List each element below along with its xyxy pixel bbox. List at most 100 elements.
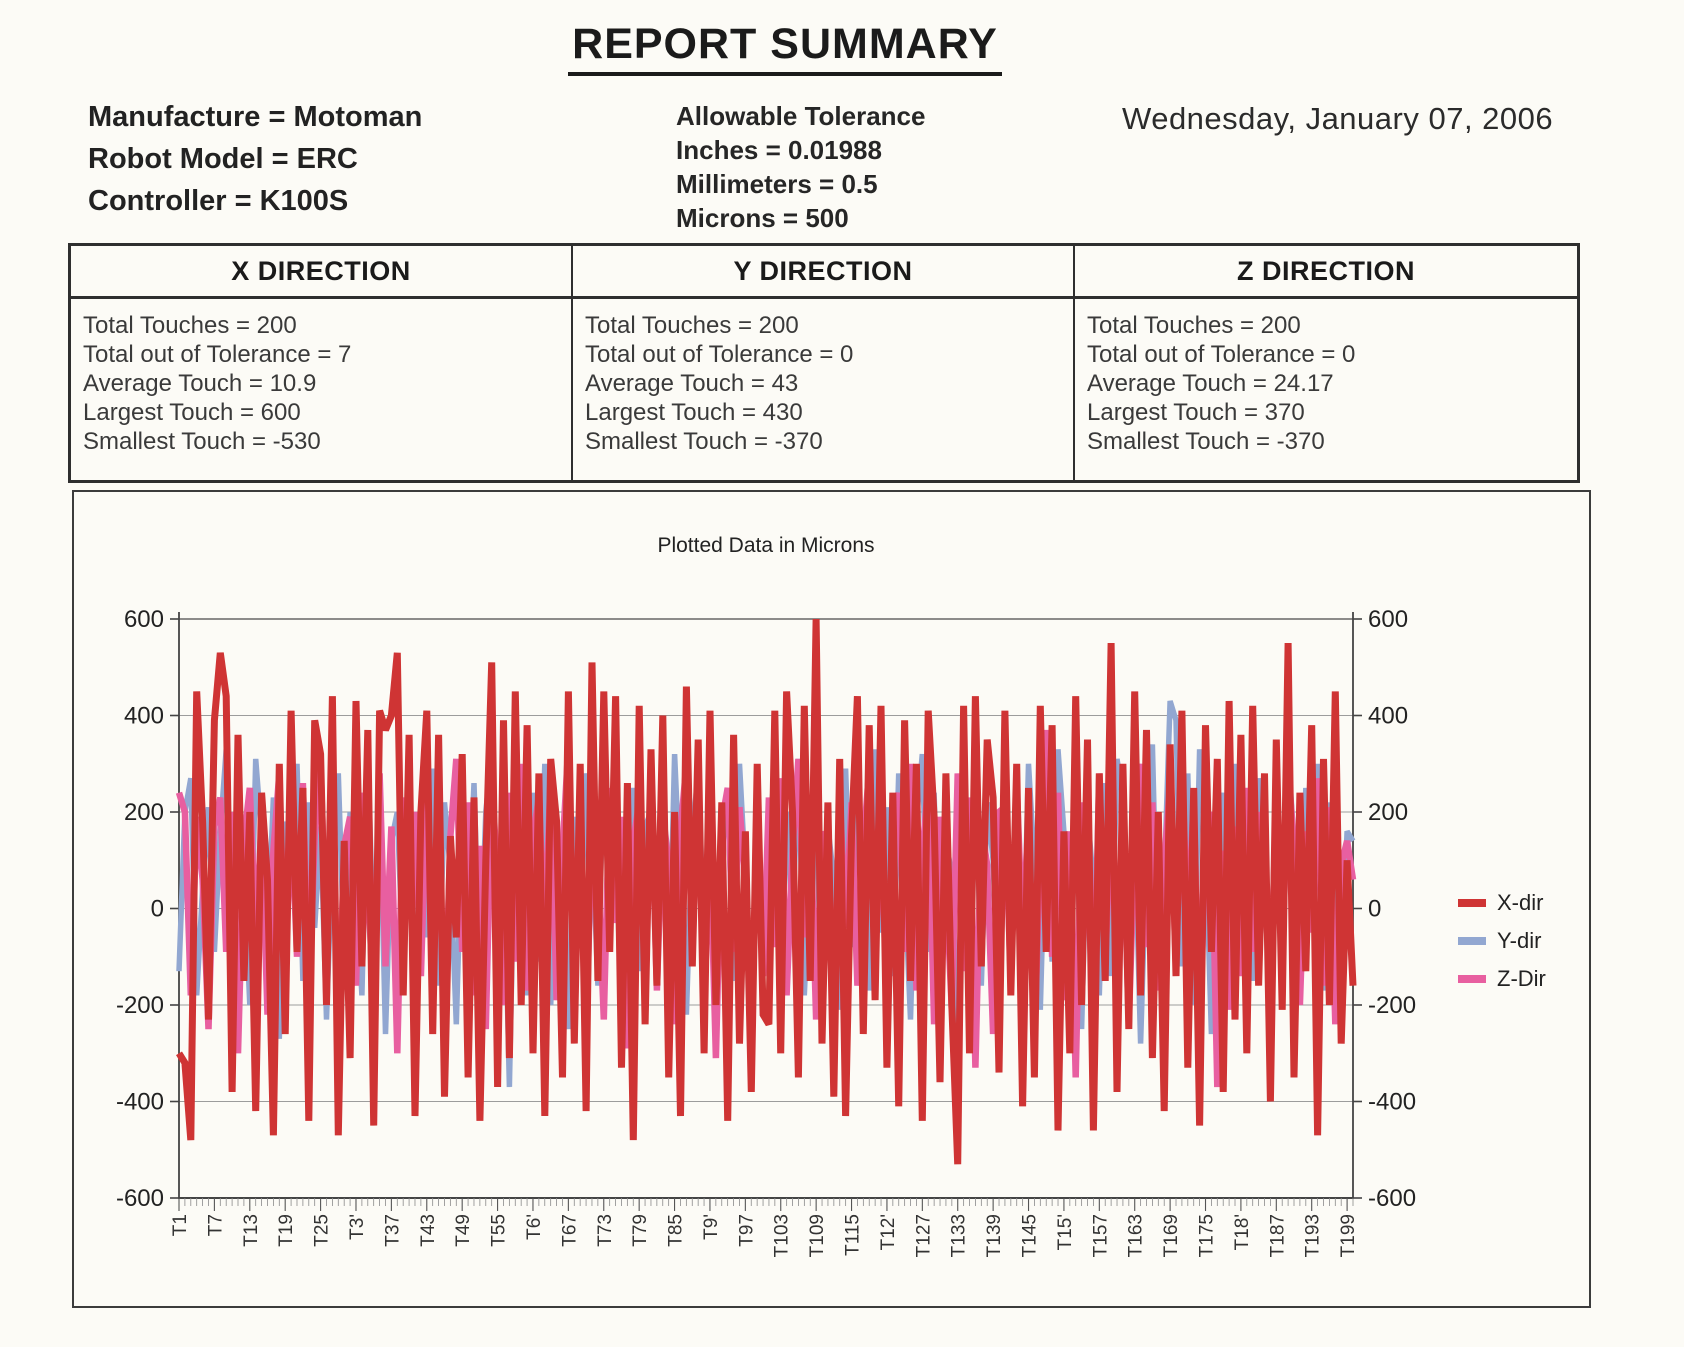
stat-line: Smallest Touch = -370 bbox=[1087, 428, 1325, 455]
report-title-wrap: REPORT SUMMARY bbox=[0, 20, 1570, 76]
x-tick-label: T127 bbox=[913, 1214, 934, 1257]
x-tick-label: T9' bbox=[701, 1214, 722, 1240]
y-tick-label: -200 bbox=[1368, 992, 1416, 1019]
x-tick-label: T49 bbox=[453, 1214, 474, 1247]
z-direction-header: Z DIRECTION bbox=[1075, 246, 1577, 299]
x-tick-label: T25 bbox=[312, 1214, 333, 1247]
stat-line: Largest Touch = 430 bbox=[585, 399, 803, 426]
stat-line: Total Touches = 200 bbox=[585, 312, 799, 339]
legend-label: X-dir bbox=[1497, 890, 1544, 915]
y-tick-label: -200 bbox=[116, 992, 164, 1019]
stat-line: Smallest Touch = -530 bbox=[83, 428, 321, 455]
y-direction-stats: Total Touches = 200 Total out of Toleran… bbox=[573, 299, 1073, 456]
chart-title: Plotted Data in Microns bbox=[657, 534, 875, 557]
y-tick-label: 200 bbox=[1368, 799, 1408, 826]
y-tick-label: 400 bbox=[124, 703, 164, 730]
chart-legend: X-dir Y-dir Z-Dir bbox=[1458, 890, 1546, 1004]
x-tick-label: T12' bbox=[878, 1214, 899, 1250]
stat-line: Total out of Tolerance = 0 bbox=[585, 341, 854, 368]
x-tick-label: T15' bbox=[1055, 1214, 1076, 1250]
x-tick-label: T43 bbox=[418, 1214, 439, 1247]
report-date: Wednesday, January 07, 2006 bbox=[1122, 101, 1554, 136]
stat-line: Average Touch = 43 bbox=[585, 370, 799, 397]
tolerance-block: Allowable Tolerance Inches = 0.01988 Mil… bbox=[676, 99, 925, 235]
stat-line: Total out of Tolerance = 7 bbox=[83, 341, 352, 368]
series-line-X-dir bbox=[176, 618, 1357, 1165]
y-tick-label: 600 bbox=[124, 606, 164, 633]
x-tick-label: T85 bbox=[666, 1214, 687, 1247]
stat-line: Smallest Touch = -370 bbox=[585, 428, 823, 455]
y-tick-label: -400 bbox=[116, 1089, 164, 1116]
x-tick-label: T193 bbox=[1303, 1214, 1324, 1257]
plot-area: 600 600 400 400 200 200 0 0 -200 -200 -400 -400 -600… bbox=[116, 606, 1416, 1257]
meta-manufacture: Manufacture = Motoman bbox=[88, 101, 423, 133]
stat-line: Average Touch = 24.17 bbox=[1087, 370, 1334, 397]
x-tick-label: T13 bbox=[241, 1214, 262, 1247]
x-tick-label: T55 bbox=[489, 1214, 510, 1247]
direction-stats-table: X DIRECTION Total Touches = 200 Total ou… bbox=[68, 243, 1580, 483]
x-direction-header: X DIRECTION bbox=[71, 246, 571, 299]
robot-meta-block: Manufacture = Motoman Robot Model = ERC … bbox=[88, 96, 422, 222]
x-tick-label: T139 bbox=[984, 1214, 1005, 1257]
legend-label: Z-Dir bbox=[1497, 966, 1546, 991]
y-tick-label: -400 bbox=[1368, 1089, 1416, 1116]
y-dir-series-swatch bbox=[1458, 937, 1486, 945]
z-dir-series-swatch bbox=[1458, 975, 1486, 983]
y-tick-label: 0 bbox=[151, 896, 164, 923]
x-tick-label: T37 bbox=[382, 1214, 403, 1247]
x-tick-label: T157 bbox=[1090, 1214, 1111, 1257]
x-tick-label: T67 bbox=[559, 1214, 580, 1247]
legend-item-x-dir: X-dir bbox=[1458, 890, 1546, 916]
z-direction-stats: Total Touches = 200 Total out of Toleran… bbox=[1075, 299, 1577, 456]
stat-line: Average Touch = 10.9 bbox=[83, 370, 317, 397]
y-tick-label: -600 bbox=[1368, 1185, 1416, 1212]
stat-line: Largest Touch = 370 bbox=[1087, 399, 1305, 426]
x-tick-label: T109 bbox=[807, 1214, 828, 1257]
y-tick-label: 400 bbox=[1368, 703, 1408, 730]
x-tick-label: T3' bbox=[347, 1214, 368, 1240]
x-tick-label: T1 bbox=[170, 1214, 191, 1236]
x-tick-label: T115 bbox=[843, 1214, 864, 1256]
y-tick-label: 200 bbox=[124, 799, 164, 826]
x-tick-label: T199 bbox=[1338, 1214, 1359, 1257]
chart-panel: 600 600 400 400 200 200 0 0 -200 -200 -400 -400 -600… bbox=[72, 490, 1591, 1308]
x-tick-label: T187 bbox=[1267, 1214, 1288, 1257]
tolerance-heading: Allowable Tolerance bbox=[676, 101, 926, 131]
x-dir-series-swatch bbox=[1458, 899, 1486, 907]
stat-line: Total out of Tolerance = 0 bbox=[1087, 341, 1356, 368]
z-direction-column: Z DIRECTION Total Touches = 200 Total ou… bbox=[1075, 246, 1577, 480]
x-tick-label: T7 bbox=[205, 1214, 226, 1236]
tolerance-inches: Inches = 0.01988 bbox=[676, 135, 882, 165]
x-direction-stats: Total Touches = 200 Total out of Toleran… bbox=[71, 299, 571, 456]
tolerance-millimeters: Millimeters = 0.5 bbox=[676, 169, 878, 199]
stat-line: Largest Touch = 600 bbox=[83, 399, 301, 426]
x-tick-label: T19 bbox=[276, 1214, 297, 1247]
y-tick-label: -600 bbox=[116, 1185, 164, 1212]
x-direction-column: X DIRECTION Total Touches = 200 Total ou… bbox=[71, 246, 573, 480]
x-tick-label: T103 bbox=[772, 1214, 793, 1257]
x-tick-label: T163 bbox=[1126, 1214, 1147, 1257]
x-tick-label: T145 bbox=[1020, 1214, 1041, 1257]
y-direction-column: Y DIRECTION Total Touches = 200 Total ou… bbox=[573, 246, 1075, 480]
x-tick-label: T175 bbox=[1197, 1214, 1218, 1257]
stat-line: Total Touches = 200 bbox=[1087, 312, 1301, 339]
y-tick-label: 600 bbox=[1368, 606, 1408, 633]
x-tick-label: T73 bbox=[595, 1214, 616, 1247]
meta-controller: Controller = K100S bbox=[88, 185, 349, 217]
x-tick-label: T18' bbox=[1232, 1214, 1253, 1250]
legend-item-z-dir: Z-Dir bbox=[1458, 966, 1546, 992]
meta-robot-model: Robot Model = ERC bbox=[88, 143, 358, 175]
y-tick-label: 0 bbox=[1368, 896, 1381, 923]
stat-line: Total Touches = 200 bbox=[83, 312, 297, 339]
page-title: REPORT SUMMARY bbox=[568, 20, 1002, 76]
x-tick-label: T169 bbox=[1161, 1214, 1182, 1257]
legend-label: Y-dir bbox=[1497, 928, 1542, 953]
x-tick-label: T97 bbox=[736, 1214, 757, 1247]
x-tick-label: T133 bbox=[949, 1214, 970, 1257]
tolerance-microns: Microns = 500 bbox=[676, 203, 849, 233]
x-tick-label: T6' bbox=[524, 1214, 545, 1240]
y-direction-header: Y DIRECTION bbox=[573, 246, 1073, 299]
x-tick-label: T79 bbox=[630, 1214, 651, 1247]
legend-item-y-dir: Y-dir bbox=[1458, 928, 1546, 954]
